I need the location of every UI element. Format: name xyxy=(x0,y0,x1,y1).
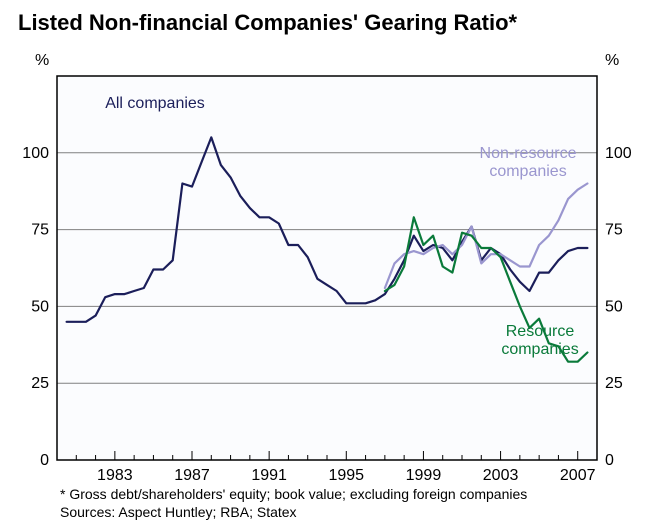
svg-text:25: 25 xyxy=(605,375,623,392)
svg-text:All companies: All companies xyxy=(105,95,205,112)
svg-text:100: 100 xyxy=(605,145,632,162)
svg-text:25: 25 xyxy=(31,375,49,392)
svg-text:75: 75 xyxy=(31,222,49,239)
chart-footnote: * Gross debt/shareholders' equity; book … xyxy=(60,486,527,502)
svg-text:75: 75 xyxy=(605,222,623,239)
svg-text:companies: companies xyxy=(489,163,566,180)
svg-text:1999: 1999 xyxy=(406,467,442,484)
svg-text:50: 50 xyxy=(31,298,49,315)
svg-text:0: 0 xyxy=(605,452,614,469)
chart-container: Listed Non-financial Companies' Gearing … xyxy=(0,0,651,532)
svg-text:50: 50 xyxy=(605,298,623,315)
svg-text:2007: 2007 xyxy=(560,467,596,484)
chart-svg: 1983 1987 1991 1995 1999 2003 2007 0 0 25 25 50 50 75… xyxy=(0,0,651,532)
chart-sources: Sources: Aspect Huntley; RBA; Statex xyxy=(60,504,297,520)
svg-text:0: 0 xyxy=(40,452,49,469)
svg-text:1995: 1995 xyxy=(328,467,364,484)
svg-text:1991: 1991 xyxy=(251,467,287,484)
svg-text:Non-resource: Non-resource xyxy=(480,145,577,162)
svg-text:1983: 1983 xyxy=(97,467,133,484)
svg-text:1987: 1987 xyxy=(174,467,210,484)
svg-text:companies: companies xyxy=(501,341,578,358)
svg-text:2003: 2003 xyxy=(483,467,519,484)
svg-text:Resource: Resource xyxy=(506,323,575,340)
svg-text:100: 100 xyxy=(22,145,49,162)
